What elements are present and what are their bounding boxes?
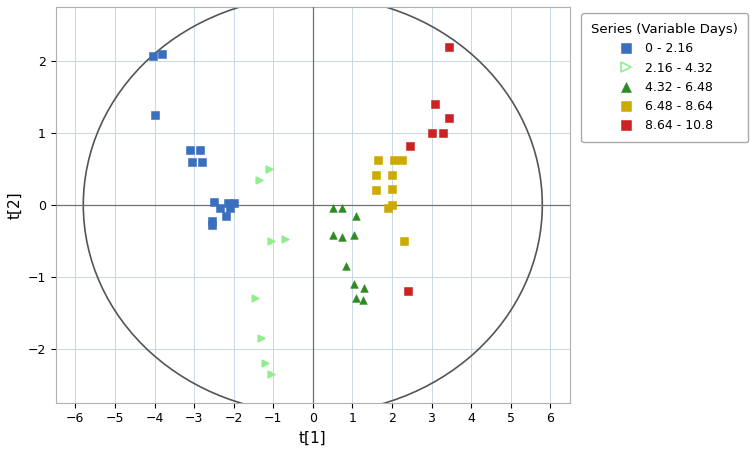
Point: [350, 212, 362, 219]
Point: [382, 205, 394, 212]
Point: [425, 129, 437, 136]
Point: [372, 157, 384, 164]
Point: [222, 200, 234, 207]
Point: [337, 234, 349, 241]
Point: [250, 295, 262, 302]
Point: [348, 231, 360, 239]
Point: [326, 205, 338, 212]
Point: [266, 371, 278, 378]
Point: [326, 231, 338, 239]
Point: [206, 217, 218, 224]
Point: [194, 146, 206, 154]
Point: [279, 236, 291, 243]
Point: [350, 295, 361, 302]
Point: [370, 171, 382, 178]
Point: [260, 360, 272, 367]
Point: [398, 237, 410, 245]
Point: [337, 205, 349, 212]
Point: [220, 212, 232, 219]
Point: [340, 262, 352, 270]
Point: [388, 157, 400, 164]
Point: [443, 43, 455, 50]
Point: [184, 146, 196, 154]
Point: [430, 101, 442, 108]
Legend: 0 - 2.16, 2.16 - 4.32, 4.32 - 6.48, 6.48 - 8.64, 8.64 - 10.8: 0 - 2.16, 2.16 - 4.32, 4.32 - 6.48, 6.48…: [581, 13, 748, 142]
Point: [186, 158, 198, 165]
Point: [148, 111, 160, 119]
Point: [386, 201, 398, 208]
Point: [146, 52, 158, 59]
Point: [404, 142, 416, 149]
Point: [348, 280, 360, 288]
Point: [386, 185, 398, 193]
Point: [266, 237, 278, 245]
Point: [358, 284, 370, 291]
Point: [255, 334, 267, 342]
Point: [254, 176, 266, 183]
Point: [396, 157, 408, 164]
Point: [208, 198, 220, 206]
Point: [196, 158, 208, 165]
Point: [386, 171, 398, 178]
Point: [443, 115, 455, 122]
Point: [370, 187, 382, 194]
Point: [214, 204, 226, 212]
Y-axis label: t[2]: t[2]: [7, 191, 22, 219]
Point: [358, 296, 370, 304]
Point: [437, 129, 449, 136]
Point: [228, 200, 240, 207]
Point: [402, 288, 414, 295]
Point: [157, 50, 169, 58]
Point: [224, 204, 236, 212]
Point: [206, 222, 218, 229]
X-axis label: t[1]: t[1]: [299, 431, 326, 446]
Point: [263, 165, 275, 173]
